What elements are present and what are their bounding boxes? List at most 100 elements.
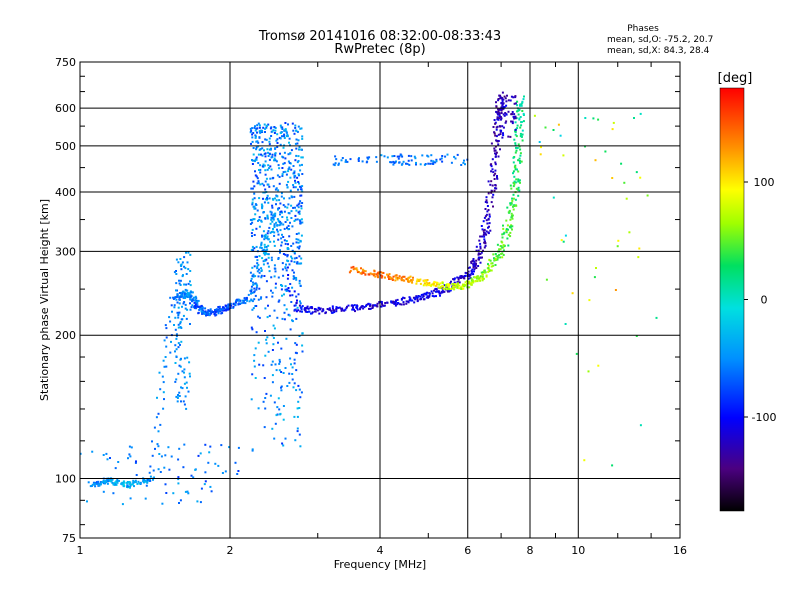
echo-point xyxy=(290,217,293,219)
echo-point xyxy=(278,182,281,185)
echo-point xyxy=(296,430,299,433)
echo-point xyxy=(410,279,413,282)
echo-point xyxy=(473,260,476,263)
echo-point xyxy=(368,307,370,310)
echo-point xyxy=(482,249,484,252)
echo-point xyxy=(207,461,210,464)
echo-point xyxy=(511,217,514,220)
echo-point xyxy=(266,316,269,319)
echo-point xyxy=(146,481,149,483)
echo-point xyxy=(293,304,296,307)
echo-point xyxy=(192,476,195,479)
echo-point xyxy=(490,191,493,194)
echo-point xyxy=(436,283,438,286)
echo-point xyxy=(389,276,392,279)
echo-point xyxy=(263,275,266,277)
echo-point xyxy=(514,133,517,136)
echo-point xyxy=(491,196,494,199)
echo-point xyxy=(250,187,253,190)
echo-point xyxy=(282,418,285,421)
echo-point xyxy=(204,471,207,474)
echo-point xyxy=(296,306,299,309)
echo-point xyxy=(149,465,152,468)
echo-point xyxy=(253,218,256,221)
phase-stats-x: mean, sd,X: 84.3, 28.4 xyxy=(607,46,710,56)
echo-point xyxy=(250,299,253,302)
echo-point xyxy=(259,164,262,167)
echo-point xyxy=(290,245,293,247)
echo-point xyxy=(487,263,489,266)
echo-point xyxy=(512,193,515,196)
echo-point xyxy=(204,313,207,315)
echo-point xyxy=(204,480,207,483)
echo-point xyxy=(479,247,482,250)
echo-point xyxy=(391,277,394,280)
echo-point xyxy=(298,182,300,185)
echo-point xyxy=(369,304,371,307)
echo-point xyxy=(502,244,505,247)
echo-point xyxy=(183,293,186,296)
echo-point xyxy=(278,369,281,372)
echo-point xyxy=(300,306,303,309)
echo-point xyxy=(256,284,259,287)
echo-point xyxy=(496,118,499,121)
echo-point xyxy=(294,206,296,209)
echo-point xyxy=(257,407,260,410)
echo-point xyxy=(294,439,297,442)
echo-point xyxy=(252,307,255,310)
echo-point xyxy=(481,275,484,278)
echo-point xyxy=(86,500,88,503)
echo-point xyxy=(195,299,198,302)
echo-point xyxy=(655,316,658,319)
echo-point xyxy=(253,282,256,285)
echo-point xyxy=(264,152,267,155)
scatter-points xyxy=(79,91,658,506)
echo-point xyxy=(160,455,163,458)
echo-point xyxy=(374,275,377,278)
echo-point xyxy=(281,211,283,214)
echo-point xyxy=(299,445,302,448)
echo-point xyxy=(490,269,493,272)
echo-point xyxy=(460,286,463,289)
echo-point xyxy=(266,168,269,171)
echo-point xyxy=(286,277,289,280)
echo-point xyxy=(519,116,522,118)
colorbar-tick-label: 100 xyxy=(754,176,775,189)
echo-point xyxy=(505,219,508,222)
echo-point xyxy=(501,246,504,249)
echo-point xyxy=(292,165,295,167)
echo-point xyxy=(460,287,463,290)
echo-point xyxy=(397,157,400,160)
echo-point xyxy=(430,159,433,162)
echo-point xyxy=(268,314,271,317)
echo-point xyxy=(300,188,303,191)
echo-point xyxy=(362,271,365,274)
echo-point xyxy=(297,173,300,176)
echo-point xyxy=(278,360,281,363)
echo-point xyxy=(616,245,619,248)
echo-point xyxy=(295,233,298,235)
echo-point xyxy=(331,305,334,308)
echo-point xyxy=(485,274,488,277)
echo-point xyxy=(282,156,285,159)
echo-point xyxy=(369,303,372,306)
echo-point xyxy=(291,320,294,323)
echo-point xyxy=(611,177,614,179)
echo-point xyxy=(284,288,287,291)
echo-point xyxy=(364,273,367,276)
echo-point xyxy=(291,122,294,125)
echo-point xyxy=(256,131,258,134)
echo-point xyxy=(301,163,303,166)
echo-point xyxy=(261,207,264,210)
echo-point xyxy=(470,262,473,265)
echo-point xyxy=(298,247,301,250)
echo-point xyxy=(210,490,213,493)
echo-point xyxy=(253,234,256,236)
echo-point xyxy=(272,343,275,346)
echo-point xyxy=(118,479,120,482)
echo-point xyxy=(263,149,265,152)
echo-point xyxy=(293,257,296,260)
echo-point xyxy=(311,307,314,310)
echo-point xyxy=(274,154,277,157)
echo-point xyxy=(130,483,133,486)
